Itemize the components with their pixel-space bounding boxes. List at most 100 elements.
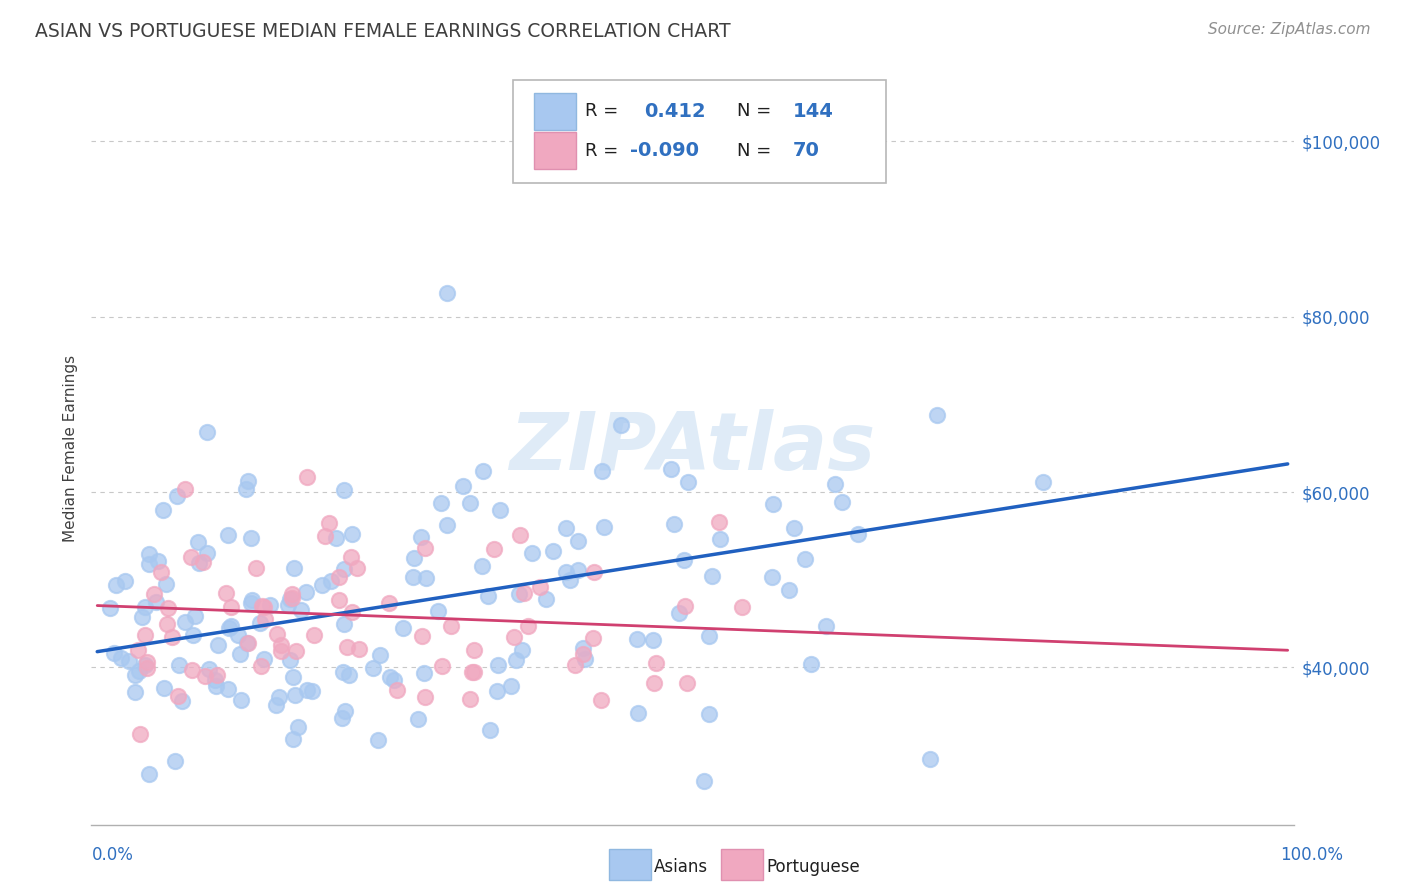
Point bbox=[426, 604, 449, 618]
Point bbox=[118, 654, 141, 668]
Point bbox=[508, 587, 530, 601]
Point bbox=[270, 638, 292, 652]
Point bbox=[668, 606, 690, 620]
Point bbox=[198, 662, 221, 676]
Point bbox=[152, 503, 174, 517]
Point bbox=[284, 644, 307, 658]
Point bbox=[517, 619, 540, 633]
Point bbox=[195, 425, 218, 439]
Point bbox=[627, 706, 650, 721]
Point bbox=[700, 569, 723, 583]
Point bbox=[188, 556, 211, 570]
Point bbox=[270, 643, 292, 657]
Point bbox=[567, 563, 589, 577]
Point bbox=[471, 559, 494, 574]
Point bbox=[384, 673, 406, 687]
Point bbox=[236, 636, 259, 650]
Point bbox=[124, 685, 146, 699]
Point bbox=[142, 586, 165, 600]
Point bbox=[482, 541, 505, 556]
Text: ZIPAtlas: ZIPAtlas bbox=[509, 409, 876, 487]
Point bbox=[290, 603, 312, 617]
Point bbox=[280, 591, 302, 606]
Point bbox=[675, 676, 697, 690]
Point bbox=[918, 752, 941, 766]
Point bbox=[555, 565, 578, 579]
Point bbox=[541, 544, 564, 558]
Point bbox=[155, 577, 177, 591]
Point bbox=[846, 526, 869, 541]
Point bbox=[707, 515, 730, 529]
Point bbox=[641, 632, 664, 647]
Point bbox=[699, 629, 721, 643]
Point bbox=[463, 643, 485, 657]
Point bbox=[174, 482, 197, 496]
Point bbox=[215, 585, 238, 599]
Point bbox=[259, 598, 281, 612]
Text: N =: N = bbox=[737, 103, 770, 120]
Text: 70: 70 bbox=[793, 141, 820, 161]
Point bbox=[217, 682, 239, 697]
Point bbox=[333, 483, 356, 498]
Point bbox=[626, 632, 648, 646]
Point bbox=[278, 592, 301, 607]
Point bbox=[380, 670, 402, 684]
Point bbox=[378, 596, 401, 610]
Point bbox=[333, 616, 356, 631]
Point bbox=[277, 598, 299, 612]
Point bbox=[166, 490, 188, 504]
Point bbox=[800, 657, 823, 671]
Point bbox=[98, 600, 121, 615]
Point bbox=[571, 647, 593, 661]
Point bbox=[337, 668, 360, 682]
Point bbox=[673, 553, 696, 567]
Point bbox=[145, 595, 167, 609]
Point bbox=[295, 584, 318, 599]
Point bbox=[325, 531, 347, 545]
Point bbox=[387, 683, 409, 698]
Point bbox=[927, 408, 949, 422]
Point bbox=[659, 461, 682, 475]
Point bbox=[156, 601, 179, 615]
Point bbox=[472, 464, 495, 478]
Text: -0.090: -0.090 bbox=[630, 141, 699, 161]
Point bbox=[391, 621, 413, 635]
Point bbox=[593, 519, 616, 533]
Point bbox=[240, 593, 263, 607]
Point bbox=[245, 561, 267, 575]
Point bbox=[509, 527, 531, 541]
Point bbox=[505, 653, 527, 667]
Point bbox=[134, 628, 156, 642]
Point bbox=[235, 482, 257, 496]
Point bbox=[346, 561, 368, 575]
Point bbox=[367, 733, 389, 747]
Point bbox=[253, 599, 276, 614]
Point bbox=[124, 668, 146, 682]
Point bbox=[430, 658, 453, 673]
Point bbox=[451, 478, 474, 492]
Point bbox=[314, 529, 336, 543]
Point bbox=[564, 657, 586, 672]
Point bbox=[131, 610, 153, 624]
Point bbox=[136, 661, 159, 675]
Point bbox=[429, 496, 451, 510]
Point bbox=[499, 679, 522, 693]
Point bbox=[172, 694, 194, 708]
Point bbox=[783, 521, 806, 535]
Point bbox=[180, 663, 202, 677]
Point bbox=[368, 648, 391, 662]
Point bbox=[513, 586, 536, 600]
Point bbox=[184, 609, 207, 624]
Point bbox=[250, 599, 273, 613]
Point bbox=[328, 570, 350, 584]
Point bbox=[340, 549, 363, 564]
Point bbox=[318, 516, 340, 531]
Point bbox=[191, 555, 214, 569]
Point bbox=[673, 599, 696, 613]
Point bbox=[520, 546, 543, 560]
Point bbox=[699, 707, 721, 722]
Point bbox=[555, 521, 578, 535]
Point bbox=[831, 495, 853, 509]
Point bbox=[411, 629, 433, 643]
Point bbox=[181, 627, 204, 641]
